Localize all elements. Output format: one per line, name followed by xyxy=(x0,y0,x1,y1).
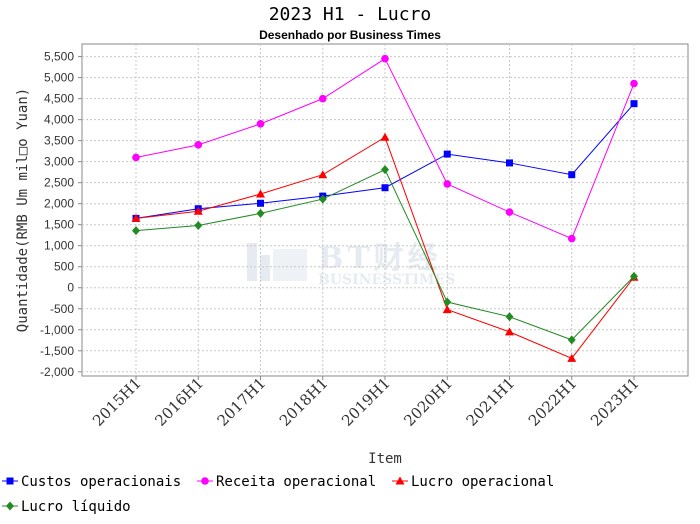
y-tick-label: -500 xyxy=(50,302,74,316)
data-point xyxy=(505,327,514,336)
x-tick-label: 2020H1 xyxy=(400,374,456,430)
data-point xyxy=(567,234,576,243)
data-point xyxy=(381,54,389,63)
x-tick-label: 2016H1 xyxy=(151,374,207,430)
legend-label: Lucro operacional xyxy=(411,474,554,490)
watermark-subtext: BUSINESSTIMES xyxy=(318,272,455,288)
data-point xyxy=(442,305,452,314)
legend-marker xyxy=(201,477,209,485)
watermark-text: BT财经 xyxy=(318,241,442,276)
y-tick-label: 500 xyxy=(54,260,74,274)
legend-label: Lucro líquido xyxy=(21,499,131,515)
y-tick-label: 1,500 xyxy=(44,218,74,232)
watermark-logo-block xyxy=(273,249,307,281)
x-axis-label: Item xyxy=(368,451,402,467)
y-axis-label: Quantidade(RMB Um mil□o Yuan) xyxy=(15,88,31,332)
data-point xyxy=(131,213,141,222)
y-tick-label: -1,000 xyxy=(40,323,74,337)
data-point xyxy=(443,297,452,307)
y-tick-label: 3,000 xyxy=(44,155,74,169)
data-point xyxy=(132,226,140,236)
data-point xyxy=(256,189,265,198)
data-point xyxy=(256,120,265,128)
data-point xyxy=(256,208,265,218)
chart-subtitle: Desenhado por Business Times xyxy=(259,28,441,42)
data-point xyxy=(630,271,638,281)
data-point xyxy=(318,94,327,103)
y-tick-label: -1,500 xyxy=(40,344,74,358)
legend-marker xyxy=(6,477,14,485)
data-point xyxy=(194,221,203,231)
data-point xyxy=(567,353,577,362)
data-point xyxy=(193,206,203,215)
x-tick-label: 2018H1 xyxy=(276,374,332,430)
y-tick-label: 4,500 xyxy=(44,92,74,106)
data-point xyxy=(505,208,514,216)
watermark-logo-bar xyxy=(260,255,270,281)
y-tick-label: 1,000 xyxy=(44,239,74,253)
y-tick-label: 2,000 xyxy=(44,197,74,211)
data-point xyxy=(318,170,328,179)
x-tick-label: 2015H1 xyxy=(89,374,145,430)
x-tick-label: 2019H1 xyxy=(338,374,394,430)
data-point xyxy=(630,100,638,108)
y-tick-label: 2,500 xyxy=(44,176,74,190)
data-point xyxy=(132,153,140,162)
data-point xyxy=(567,335,576,345)
data-point xyxy=(568,171,576,179)
data-point xyxy=(381,184,389,192)
data-point xyxy=(381,165,389,175)
data-point xyxy=(443,180,452,188)
y-tick-label: -2,000 xyxy=(40,365,74,379)
y-tick-label: 5,000 xyxy=(44,71,74,85)
x-tick-label: 2023H1 xyxy=(587,374,643,430)
data-point xyxy=(257,199,264,207)
y-tick-label: 0 xyxy=(67,281,74,295)
y-tick-label: 5,500 xyxy=(44,50,74,64)
x-tick-label: 2021H1 xyxy=(463,374,519,430)
data-point xyxy=(194,141,203,149)
legend-marker xyxy=(6,501,14,511)
y-tick-label: 4,000 xyxy=(44,113,74,127)
legend-label: Receita operacional xyxy=(216,474,376,490)
data-point xyxy=(506,159,513,167)
data-point xyxy=(505,312,514,322)
x-tick-label: 2022H1 xyxy=(525,374,581,430)
y-tick-label: 3,500 xyxy=(44,134,74,148)
data-point xyxy=(318,194,327,204)
data-point xyxy=(380,132,390,141)
watermark-logo-bar xyxy=(247,243,257,281)
data-point xyxy=(443,150,451,158)
data-point xyxy=(630,79,638,88)
chart-title: 2023 H1 - Lucro xyxy=(268,4,432,25)
legend-marker xyxy=(395,476,405,485)
legend-label: Custos operacionais xyxy=(21,474,181,490)
x-tick-label: 2017H1 xyxy=(214,374,270,430)
